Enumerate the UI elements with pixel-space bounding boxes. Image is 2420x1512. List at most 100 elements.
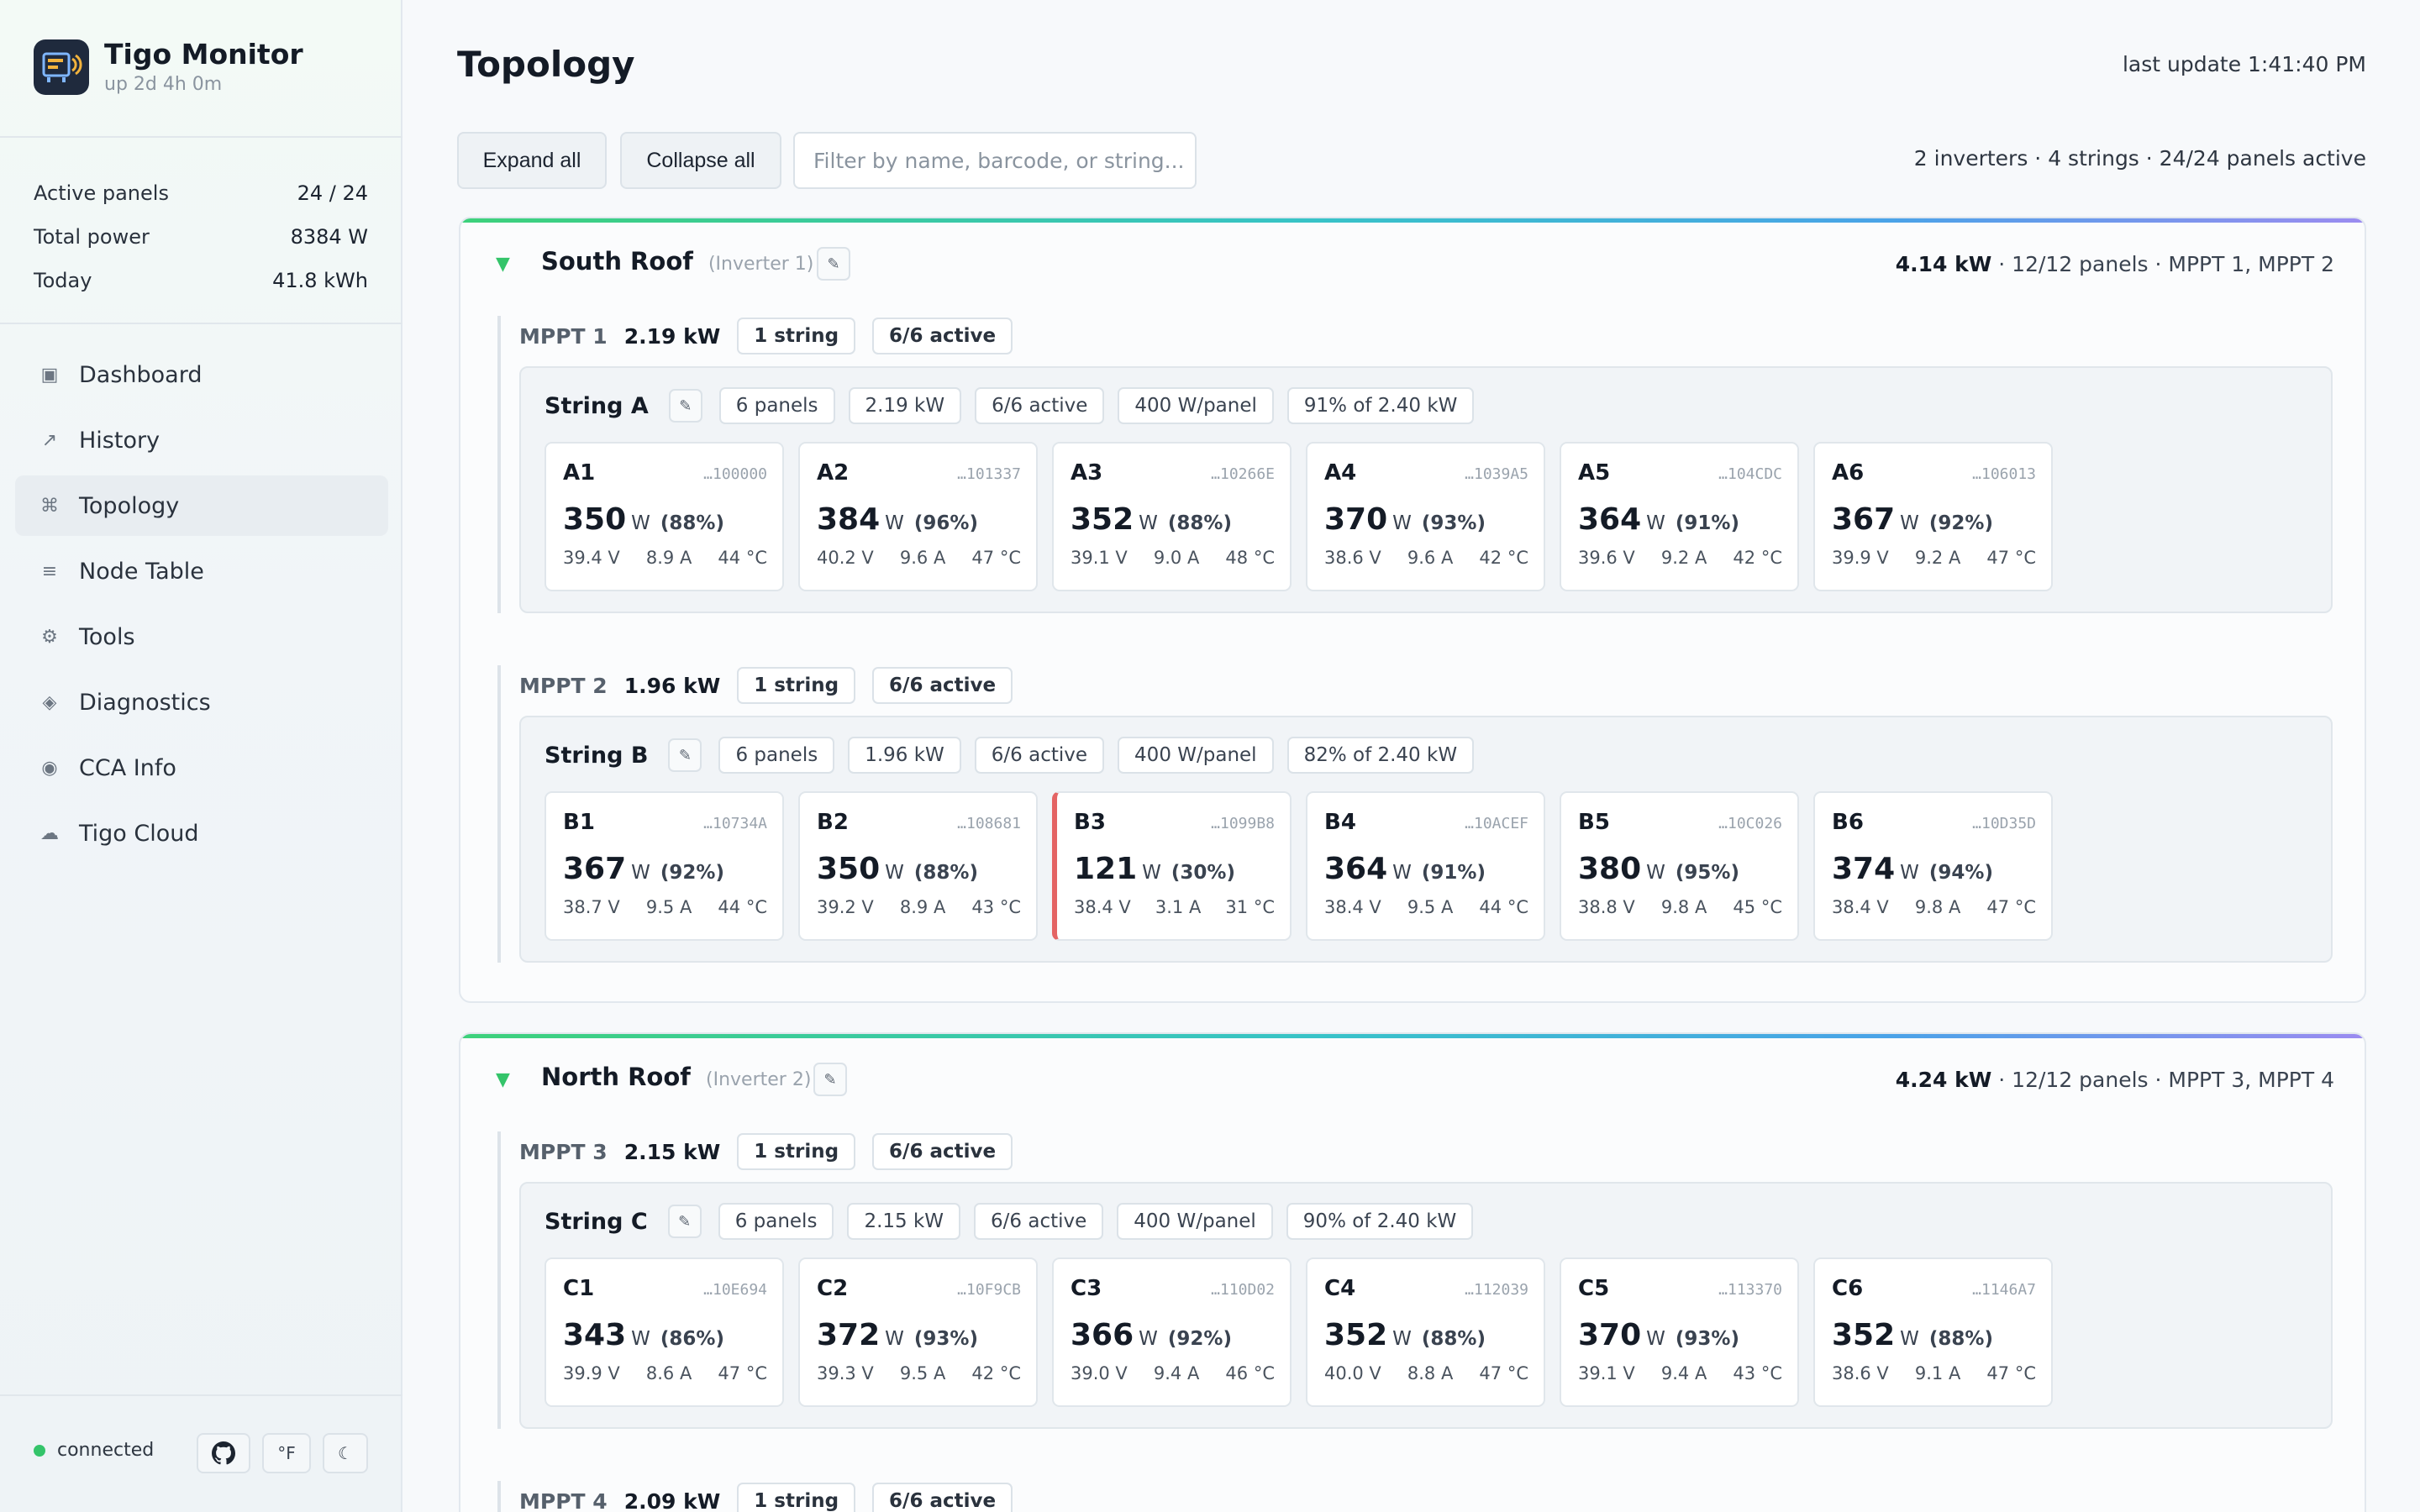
panel-card[interactable]: A1 …100000 350 W (88%) 39.4 V 8.9 A 44 °C (544, 442, 784, 591)
panel-watts: 364 (1324, 852, 1388, 886)
panel-card[interactable]: A3 …10266E 352 W (88%) 39.1 V 9.0 A 48 °C (1052, 442, 1292, 591)
sidebar-item-tigo-cloud[interactable]: ☁ Tigo Cloud (15, 803, 388, 864)
edit-inverter-button[interactable]: ✎ (817, 247, 850, 281)
inverter-header[interactable]: ▼ North Roof (Inverter 2) ✎ 4.24 kW · 12… (460, 1054, 2365, 1105)
panel-card[interactable]: B1 …10734A 367 W (92%) 38.7 V 9.5 A 44 °C (544, 791, 784, 941)
panel-stats: 39.1 V 9.0 A 48 °C (1071, 548, 1275, 568)
diagnostics-icon: ◈ (42, 691, 57, 713)
panel-card[interactable]: C2 …10F9CB 372 W (93%) 39.3 V 9.5 A 42 °C (798, 1257, 1038, 1407)
panel-card[interactable]: B5 …10C026 380 W (95%) 38.8 V 9.8 A 45 °C (1560, 791, 1799, 941)
status-dot-icon (34, 1444, 45, 1457)
panel-unit: W (885, 512, 904, 534)
panel-card[interactable]: A6 …106013 367 W (92%) 39.9 V 9.2 A 47 °C (1813, 442, 2053, 591)
inverter-power: 4.24 kW (1895, 1068, 1992, 1092)
brand[interactable]: Tigo Monitor up 2d 4h 0m (34, 39, 303, 95)
github-button[interactable] (197, 1433, 250, 1473)
panel-power: 372 W (93%) (817, 1318, 978, 1352)
collapse-all-button[interactable]: Collapse all (620, 132, 781, 189)
connection-label: connected (57, 1440, 155, 1461)
panel-card[interactable]: B3 …1099B8 121 W (30%) 38.4 V 3.1 A 31 °C (1052, 791, 1292, 941)
sidebar-item-diagnostics[interactable]: ◈ Diagnostics (15, 672, 388, 732)
edit-inverter-button[interactable]: ✎ (813, 1063, 847, 1096)
stat-label: Total power (34, 225, 150, 249)
chevron-down-icon[interactable]: ▼ (496, 1069, 510, 1090)
panel-current: 9.5 A (899, 1363, 946, 1383)
mppt-header: MPPT 1 2.19 kW 1 string 6/6 active (519, 316, 1013, 356)
panel-card[interactable]: C1 …10E694 343 W (86%) 39.9 V 8.6 A 47 °C (544, 1257, 784, 1407)
panel-card[interactable]: A5 …104CDC 364 W (91%) 39.6 V 9.2 A 42 °C (1560, 442, 1799, 591)
string-chip: 6 panels (718, 1203, 834, 1240)
chevron-down-icon[interactable]: ▼ (496, 254, 510, 275)
panel-power: 384 W (96%) (817, 502, 978, 537)
panel-stats: 38.7 V 9.5 A 44 °C (563, 897, 767, 917)
edit-string-button[interactable]: ✎ (668, 738, 702, 772)
panel-unit: W (1900, 862, 1919, 884)
panel-stats: 39.9 V 8.6 A 47 °C (563, 1363, 767, 1383)
theme-toggle-button[interactable]: ☾ (323, 1433, 368, 1473)
panel-temp: 42 °C (1733, 548, 1782, 568)
panel-watts: 367 (1832, 502, 1896, 537)
panel-card[interactable]: B2 …108681 350 W (88%) 39.2 V 8.9 A 43 °C (798, 791, 1038, 941)
inverter-meta: 4.24 kW · 12/12 panels · MPPT 3, MPPT 4 (1896, 1068, 2334, 1092)
panel-card[interactable]: A4 …1039A5 370 W (93%) 38.6 V 9.6 A 42 °C (1306, 442, 1545, 591)
panel-unit: W (1646, 1328, 1665, 1350)
panel-power: 370 W (93%) (1324, 502, 1486, 537)
panel-card[interactable]: C5 …113370 370 W (93%) 39.1 V 9.4 A 43 °C (1560, 1257, 1799, 1407)
table-icon: ≡ (41, 560, 58, 582)
panel-card[interactable]: C6 …1146A7 352 W (88%) 38.6 V 9.1 A 47 °C (1813, 1257, 2053, 1407)
panel-stats: 39.2 V 8.9 A 43 °C (817, 897, 1021, 917)
edit-string-button[interactable]: ✎ (667, 1205, 702, 1238)
panel-id: A5 (1578, 460, 1611, 486)
string-card: String C ✎ 6 panels 2.15 kW 6/6 active 4… (519, 1182, 2333, 1429)
mppt-power: 1.96 kW (623, 673, 721, 698)
stat-label: Active panels (34, 181, 169, 205)
sidebar-item-tools[interactable]: ⚙ Tools (15, 606, 388, 667)
panel-card[interactable]: C4 …112039 352 W (88%) 40.0 V 8.8 A 47 °C (1306, 1257, 1545, 1407)
string-card: String B ✎ 6 panels 1.96 kW 6/6 active 4… (519, 716, 2333, 963)
edit-string-button[interactable]: ✎ (668, 389, 702, 423)
panel-card[interactable]: B4 …10ACEF 364 W (91%) 38.4 V 9.5 A 44 °C (1306, 791, 1545, 941)
panel-barcode: …10ACEF (1465, 815, 1528, 832)
mppt-header: MPPT 2 1.96 kW 1 string 6/6 active (519, 665, 1013, 706)
panel-percent: (93%) (913, 1328, 978, 1350)
sidebar-item-history[interactable]: ↗ History (15, 410, 388, 470)
panel-id: B3 (1074, 810, 1106, 835)
panel-current: 9.8 A (1914, 897, 1961, 917)
stat-value: 41.8 kWh (272, 269, 368, 292)
panel-watts: 370 (1324, 502, 1388, 537)
unit-toggle-button[interactable]: °F (262, 1433, 311, 1473)
panel-stats: 39.9 V 9.2 A 47 °C (1832, 548, 2036, 568)
tigo-logo-icon (34, 39, 89, 95)
inverter-header[interactable]: ▼ South Roof (Inverter 1) ✎ 4.14 kW · 12… (460, 239, 2365, 289)
panel-id: C1 (563, 1276, 595, 1301)
inverter-card: ▼ South Roof (Inverter 1) ✎ 4.14 kW · 12… (459, 217, 2366, 1003)
panel-temp: 47 °C (1986, 1363, 2036, 1383)
sidebar-item-node-table[interactable]: ≡ Node Table (15, 541, 388, 601)
sidebar-item-topology[interactable]: ⌘ Topology (15, 475, 388, 536)
sidebar-item-dashboard[interactable]: ▣ Dashboard (15, 344, 388, 405)
github-icon (212, 1441, 235, 1465)
panel-current: 9.0 A (1153, 548, 1200, 568)
panel-unit: W (1392, 512, 1412, 534)
expand-all-button[interactable]: Expand all (457, 132, 607, 189)
panel-card[interactable]: B6 …10D35D 374 W (94%) 38.4 V 9.8 A 47 °C (1813, 791, 2053, 941)
connection-status: connected (34, 1440, 154, 1461)
panel-barcode: …110D02 (1211, 1281, 1275, 1299)
panel-percent: (92%) (660, 862, 724, 884)
panel-card[interactable]: C3 …110D02 366 W (92%) 39.0 V 9.4 A 46 °C (1052, 1257, 1292, 1407)
panel-id: C3 (1071, 1276, 1102, 1301)
panel-unit: W (631, 512, 650, 534)
panel-voltage: 40.2 V (817, 548, 874, 568)
mppt-power: 2.19 kW (623, 323, 721, 349)
panel-id: B4 (1324, 810, 1356, 835)
filter-input[interactable] (793, 132, 1197, 189)
inverter-power: 4.14 kW (1895, 252, 1992, 276)
panel-current: 8.8 A (1407, 1363, 1454, 1383)
sidebar-item-cca-info[interactable]: ◉ CCA Info (15, 738, 388, 798)
panel-current: 8.9 A (645, 548, 692, 568)
divider (0, 323, 402, 324)
string-name: String A (544, 392, 649, 419)
panel-card[interactable]: A2 …101337 384 W (96%) 40.2 V 9.6 A 47 °C (798, 442, 1038, 591)
app-title: Tigo Monitor (104, 38, 303, 71)
string-chip: 400 W/panel (1117, 1203, 1273, 1240)
